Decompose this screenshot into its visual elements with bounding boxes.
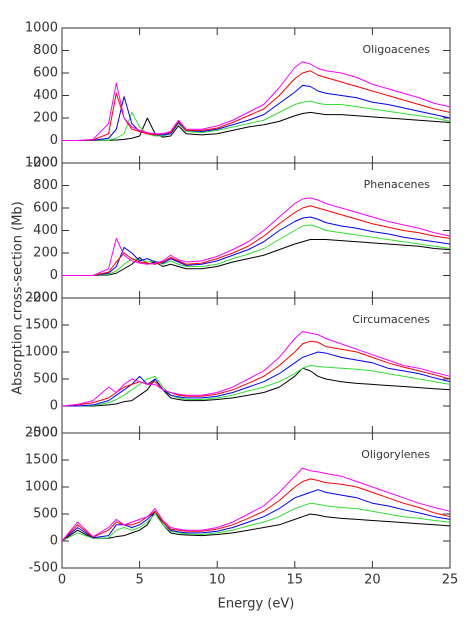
series-line bbox=[62, 239, 451, 276]
x-tick-label: 15 bbox=[287, 573, 304, 588]
series-line bbox=[61, 330, 451, 407]
x-tick-label: 5 bbox=[135, 573, 143, 588]
series-line bbox=[62, 61, 451, 141]
series-line bbox=[61, 340, 451, 407]
y-tick-label: 1000 bbox=[25, 21, 58, 36]
y-tick-label: -200 bbox=[28, 156, 58, 171]
panel-title: Circumacenes bbox=[352, 313, 430, 326]
y-tick-label: 1000 bbox=[25, 156, 58, 171]
series-line bbox=[61, 489, 451, 542]
y-tick-label: 800 bbox=[33, 178, 58, 193]
x-tick-label: 20 bbox=[364, 573, 381, 588]
y-tick-label: 400 bbox=[33, 223, 58, 238]
y-tick-label: -500 bbox=[28, 561, 58, 576]
y-tick-label: 0 bbox=[50, 534, 58, 549]
series-line bbox=[62, 111, 451, 141]
x-tick-label: 0 bbox=[58, 573, 66, 588]
panel-title: Phenacenes bbox=[364, 178, 431, 191]
y-tick-label: -200 bbox=[28, 291, 58, 306]
y-tick-label: 600 bbox=[33, 66, 58, 81]
series-line bbox=[61, 467, 451, 542]
y-tick-label: 0 bbox=[50, 133, 58, 148]
series-line bbox=[62, 224, 451, 276]
series-line bbox=[61, 478, 451, 542]
x-tick-label: 10 bbox=[209, 573, 226, 588]
panel-title: Oligorylenes bbox=[361, 448, 430, 461]
panel-title: Oligoacenes bbox=[362, 43, 430, 56]
y-tick-label: 400 bbox=[33, 88, 58, 103]
y-tick-label: 1000 bbox=[25, 345, 58, 360]
x-axis-label: Energy (eV) bbox=[218, 597, 295, 612]
y-tick-label: 1000 bbox=[25, 480, 58, 495]
series-line bbox=[62, 367, 451, 407]
y-tick-label: 2000 bbox=[25, 291, 58, 306]
series-line bbox=[62, 84, 451, 141]
y-tick-label: 600 bbox=[33, 201, 58, 216]
series-line bbox=[62, 351, 451, 407]
y-tick-label: 500 bbox=[33, 507, 58, 522]
series-line bbox=[62, 365, 451, 407]
y-tick-label: 200 bbox=[33, 111, 58, 126]
y-tick-label: 1500 bbox=[25, 453, 58, 468]
y-tick-label: -500 bbox=[28, 426, 58, 441]
series-line bbox=[62, 205, 451, 276]
series-line bbox=[62, 216, 451, 276]
series-line bbox=[62, 100, 451, 141]
series-line bbox=[61, 502, 451, 542]
y-axis-label: Absorption cross-section (Mb) bbox=[11, 201, 26, 394]
y-tick-label: 0 bbox=[50, 268, 58, 283]
series-line bbox=[61, 510, 451, 542]
series-line bbox=[62, 197, 451, 276]
panel-frame bbox=[61, 432, 451, 569]
y-tick-label: 2000 bbox=[25, 426, 58, 441]
y-tick-label: 1500 bbox=[25, 318, 58, 333]
y-tick-label: 500 bbox=[33, 372, 58, 387]
y-tick-label: 200 bbox=[33, 246, 58, 261]
y-tick-label: 800 bbox=[33, 43, 58, 58]
x-tick-label: 25 bbox=[442, 573, 459, 588]
y-tick-label: 0 bbox=[50, 399, 58, 414]
